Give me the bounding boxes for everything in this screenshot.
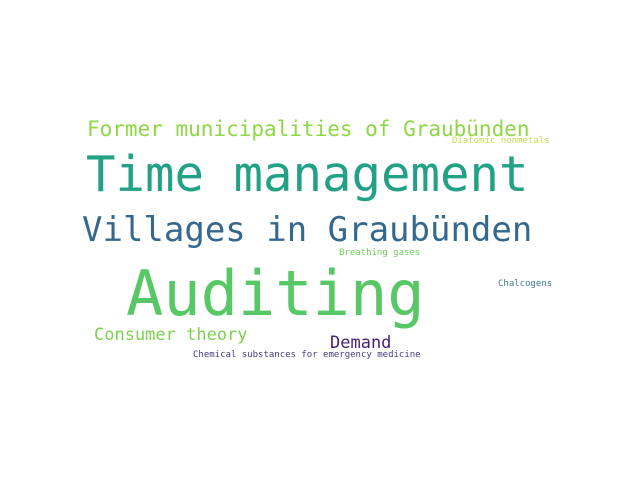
- word-former-municipalities: Former municipalities of Graubünden: [87, 117, 530, 141]
- word-breathing-gases: Breathing gases: [339, 248, 421, 258]
- word-consumer-theory: Consumer theory: [94, 325, 248, 345]
- word-chalcogens: Chalcogens: [498, 279, 553, 289]
- word-demand: Demand: [330, 333, 392, 353]
- word-villages-in-graubunden: Villages in Graubünden: [82, 210, 533, 250]
- word-chemical-substances: Chemical substances for emergency medici…: [193, 350, 421, 360]
- word-diatomic-nonmetals: Diatomic nonmetals: [452, 136, 550, 146]
- word-time-management: Time management: [86, 146, 529, 203]
- word-auditing: Auditing: [126, 257, 425, 330]
